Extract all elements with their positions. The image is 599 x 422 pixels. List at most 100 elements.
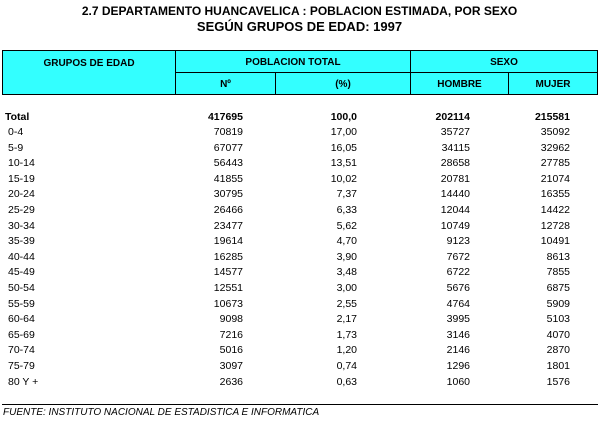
table-cell: 10491 — [540, 235, 570, 248]
table-cell: 28658 — [440, 157, 470, 170]
age-group: 65-69 — [8, 328, 35, 341]
header-cell — [2, 50, 176, 95]
rule — [2, 404, 598, 405]
table-cell: 70819 — [213, 126, 243, 138]
table-cell: 3146 — [446, 328, 470, 341]
age-group: 5-9 — [8, 141, 24, 154]
table-cell: 2636 — [219, 375, 243, 388]
table-cell: 5103 — [546, 313, 570, 326]
title-line1: 2.7 DEPARTAMENTO HUANCAVELICA : POBLACIO… — [81, 4, 518, 18]
table-cell: 14577 — [213, 266, 243, 279]
table-cell: 21074 — [540, 172, 570, 185]
age-group: Total — [5, 111, 30, 123]
table-cell: 10,02 — [330, 172, 357, 185]
table-cell: 20781 — [440, 172, 470, 185]
header-cell — [508, 72, 598, 95]
table-cell: 13,51 — [330, 157, 357, 170]
age-group: 15-19 — [8, 172, 35, 185]
table-cell: 12044 — [440, 204, 470, 216]
table-cell: 5,62 — [336, 219, 357, 232]
table-cell: 32962 — [540, 141, 570, 154]
age-group: 0-4 — [8, 126, 24, 138]
table-cell: 2,17 — [336, 313, 357, 326]
table-cell: 35092 — [540, 126, 570, 138]
age-group: 45-49 — [8, 266, 35, 279]
table-cell: 1,73 — [336, 328, 357, 341]
table-cell: 23477 — [213, 219, 243, 232]
age-group: 60-64 — [8, 313, 35, 326]
table-cell: 12551 — [213, 282, 243, 294]
table-cell: 8613 — [546, 250, 570, 263]
table-cell: 14422 — [540, 204, 570, 216]
age-group: 35-39 — [8, 235, 35, 248]
table-cell: 3,48 — [336, 266, 357, 279]
table-cell: 10749 — [440, 219, 470, 232]
age-group: 30-34 — [8, 219, 35, 232]
header-label: HOMBRE — [437, 79, 482, 90]
table-cell: 16285 — [213, 250, 243, 263]
table-cell: 16,05 — [330, 141, 357, 154]
table-cell: 7,37 — [336, 188, 357, 201]
table-cell: 2,55 — [336, 297, 357, 310]
table-cell: 4070 — [546, 328, 570, 341]
table-cell: 202114 — [435, 111, 470, 123]
header-label: Nº — [220, 79, 231, 90]
table-cell: 26466 — [213, 204, 243, 216]
age-group: 40-44 — [8, 250, 35, 263]
header-label: POBLACION TOTAL — [245, 57, 341, 68]
table-cell: 1296 — [446, 360, 470, 372]
header-label: MUJER — [535, 79, 571, 90]
table-cell: 4,70 — [336, 235, 357, 248]
table-cell: 417695 — [207, 111, 243, 123]
table-cell: 100,0 — [330, 111, 357, 123]
table-cell: 35727 — [440, 126, 470, 138]
table-cell: 12728 — [540, 219, 570, 232]
table-cell: 19614 — [213, 235, 243, 248]
age-group: 75-79 — [8, 360, 35, 372]
table-cell: 9098 — [219, 313, 243, 326]
table-cell: 7216 — [219, 328, 243, 341]
table-cell: 3,00 — [336, 282, 357, 294]
table-cell: 10673 — [213, 297, 243, 310]
age-group: 20-24 — [8, 188, 35, 201]
table-cell: 56443 — [213, 157, 243, 170]
table-cell: 9123 — [446, 235, 470, 248]
table-cell: 1,20 — [336, 344, 357, 357]
table-cell: 6875 — [546, 282, 570, 294]
header-label: SEXO — [490, 57, 518, 68]
table-cell: 3,90 — [336, 250, 357, 263]
table-cell: 41855 — [213, 172, 243, 185]
table-cell: 1060 — [446, 375, 470, 388]
table-cell: 5676 — [446, 282, 470, 294]
header-label: (%) — [335, 79, 351, 90]
table-cell: 3995 — [446, 313, 470, 326]
table-cell: 4764 — [446, 297, 470, 310]
table-cell: 2870 — [546, 344, 570, 357]
age-group: 55-59 — [8, 297, 35, 310]
table-cell: 16355 — [540, 188, 570, 201]
table-cell: 5909 — [546, 297, 570, 310]
table-cell: 0,74 — [336, 360, 357, 372]
table-cell: 17,00 — [330, 126, 357, 138]
age-group: 80 Y + — [8, 375, 39, 388]
table-cell: 1576 — [546, 375, 570, 388]
table-cell: 215581 — [534, 111, 570, 123]
table-cell: 14440 — [440, 188, 470, 201]
table-cell: 3097 — [219, 360, 243, 372]
table-cell: 0,63 — [336, 375, 357, 388]
title-line2: SEGÚN GRUPOS DE EDAD: 1997 — [196, 19, 403, 34]
age-group: 70-74 — [8, 344, 35, 357]
table-cell: 2146 — [446, 344, 470, 357]
table-cell: 1801 — [546, 360, 570, 372]
age-group: 25-29 — [8, 204, 35, 216]
footnote: FUENTE: INSTITUTO NACIONAL DE ESTADISTIC… — [3, 407, 320, 418]
table-cell: 30795 — [213, 188, 243, 201]
table-cell: 34115 — [441, 141, 470, 154]
age-group: 10-14 — [8, 157, 35, 170]
age-group: 50-54 — [8, 282, 35, 294]
table-cell: 6,33 — [336, 204, 357, 216]
header-label: GRUPOS DE EDAD — [43, 58, 135, 69]
table-cell: 7855 — [546, 266, 570, 279]
table-cell: 5016 — [219, 344, 243, 357]
